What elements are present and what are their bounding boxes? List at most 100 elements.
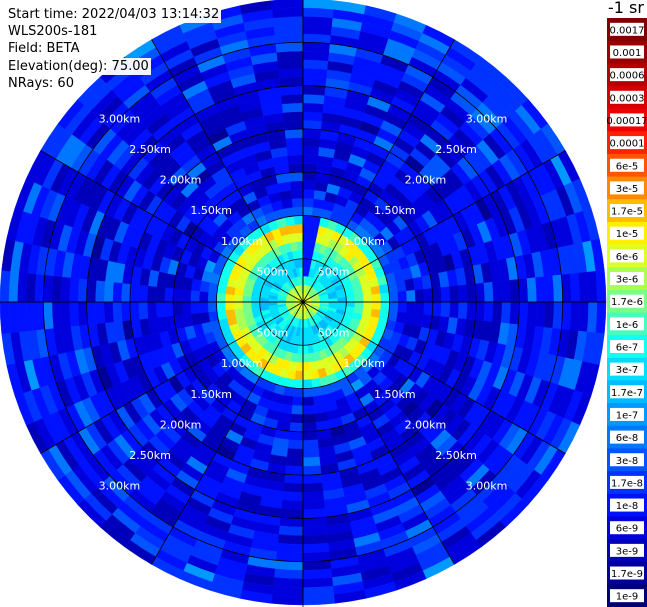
radial-line (151, 39, 304, 303)
colorbar-tick-label: 3e-5 (616, 184, 639, 195)
heatmap-cell (292, 387, 304, 398)
heatmap-cell (302, 189, 315, 199)
heatmap-cell (281, 499, 304, 510)
heatmap-cell (388, 301, 399, 313)
heatmap-cell (302, 232, 311, 242)
heatmap-cell (290, 413, 304, 424)
heatmap-cell (302, 551, 331, 562)
heatmap-cell (164, 287, 175, 303)
heatmap-cell (302, 594, 335, 606)
range-ring-label: 3.00km (99, 112, 141, 125)
colorbar-label-box (610, 113, 644, 127)
info-panel: Start time: 2022/04/03 13:14:32 WLS200s-… (8, 6, 222, 93)
heatmap-cell (155, 286, 166, 303)
heatmap-cell (302, 362, 311, 372)
colorbar-tick-label: 6e-6 (616, 252, 639, 263)
heatmap-cell (276, 542, 304, 554)
colorbar-label-box (610, 385, 644, 399)
radial-line (151, 301, 304, 565)
radial-line (302, 301, 455, 565)
heatmap-cell (198, 301, 209, 314)
heatmap-cell (397, 301, 408, 314)
heatmap-cell (292, 206, 304, 217)
heatmap-cell (595, 301, 607, 334)
heatmap-cell (302, 344, 309, 355)
radial-line (40, 301, 304, 454)
heatmap-cell (483, 301, 494, 323)
colorbar-label-box (610, 272, 644, 286)
heatmap-cell (155, 301, 166, 318)
heatmap-cell (120, 301, 132, 322)
heatmap-cell (25, 301, 37, 332)
heatmap-cell (595, 270, 607, 303)
range-ring-label: 1.00km (343, 235, 385, 248)
colorbar-tick-label: 1e-5 (616, 229, 639, 240)
colorbar-label-box (610, 521, 644, 535)
colorbar-tick-label: 0.0006 (610, 71, 645, 82)
colorbar-label-box (610, 430, 644, 444)
heatmap-cell (281, 491, 304, 502)
heatmap-cell (302, 482, 324, 493)
range-ring-label: 1.50km (190, 388, 232, 401)
heatmap-cell (250, 301, 261, 308)
heatmap-cell (569, 301, 581, 332)
heatmap-cell (43, 274, 54, 303)
heatmap-cell (293, 215, 304, 225)
heatmap-cell (302, 534, 329, 545)
heatmap-cell (294, 223, 304, 234)
heatmap-cell (103, 301, 114, 324)
heatmap-cell (302, 85, 326, 96)
range-ring-label: 2.00km (160, 418, 202, 431)
heatmap-cell (526, 301, 537, 327)
heatmap-cell (466, 301, 477, 321)
colorbar-label-box (610, 362, 644, 376)
heatmap-cell (431, 301, 442, 317)
heatmap-cell (535, 301, 546, 328)
heatmap-cell (293, 379, 304, 389)
range-ring-label: 500m (318, 265, 350, 278)
heatmap-cell (286, 224, 296, 235)
heatmap-cell (224, 301, 235, 311)
heatmap-cell (483, 281, 494, 303)
heatmap-cell (552, 301, 563, 330)
range-ring-label: 2.50km (129, 143, 171, 156)
heatmap-cell (291, 197, 304, 208)
colorbar-unit-label: -1 sr (608, 0, 644, 17)
range-ring-label: 1.50km (374, 388, 416, 401)
heatmap-cell (302, 180, 316, 191)
heatmap-cell (302, 525, 328, 536)
colorbar-tick-label: 1e-8 (616, 501, 639, 512)
radial-line (302, 150, 566, 303)
heatmap-cell (526, 277, 537, 303)
heatmap-cell (509, 301, 520, 325)
colorbar-tick-label: 1.7e-6 (611, 297, 643, 308)
heatmap-cell (294, 370, 304, 381)
heatmap-cell (302, 128, 322, 139)
heatmap-cell (277, 534, 304, 545)
colorbar-label-box (610, 204, 644, 218)
heatmap-cell (285, 456, 304, 467)
heatmap-cell (370, 285, 381, 295)
heatmap-cell (380, 301, 390, 312)
colorbar-tick-label: 0.0017 (610, 25, 645, 36)
heatmap-cell (198, 290, 209, 303)
heatmap-cell (363, 301, 373, 310)
range-ring-label: 2.00km (160, 174, 202, 187)
heatmap-cell (51, 275, 63, 303)
heatmap-cell (449, 301, 460, 319)
heatmap-cell (466, 283, 477, 303)
heatmap-cell (297, 249, 304, 260)
heatmap-cell (302, 448, 320, 459)
colorbar-label-box (610, 453, 644, 467)
heatmap-cell (457, 284, 468, 303)
nrays-text: NRays: 60 (8, 74, 76, 93)
radial-line (40, 150, 304, 303)
heatmap-cell (543, 275, 555, 303)
heatmap-cell (112, 301, 123, 323)
range-ring-label: 2.00km (405, 418, 447, 431)
heatmap-cell (281, 94, 304, 105)
heatmap-cell (86, 279, 97, 303)
range-ring-labels: 500m 500m 500m 500m 1.00km 1.00km 1.00km 1.00km… (99, 112, 508, 492)
colorbar-tick-label: 0.00017 (606, 116, 647, 127)
colorbar-tick-label: 3e-8 (616, 456, 639, 467)
